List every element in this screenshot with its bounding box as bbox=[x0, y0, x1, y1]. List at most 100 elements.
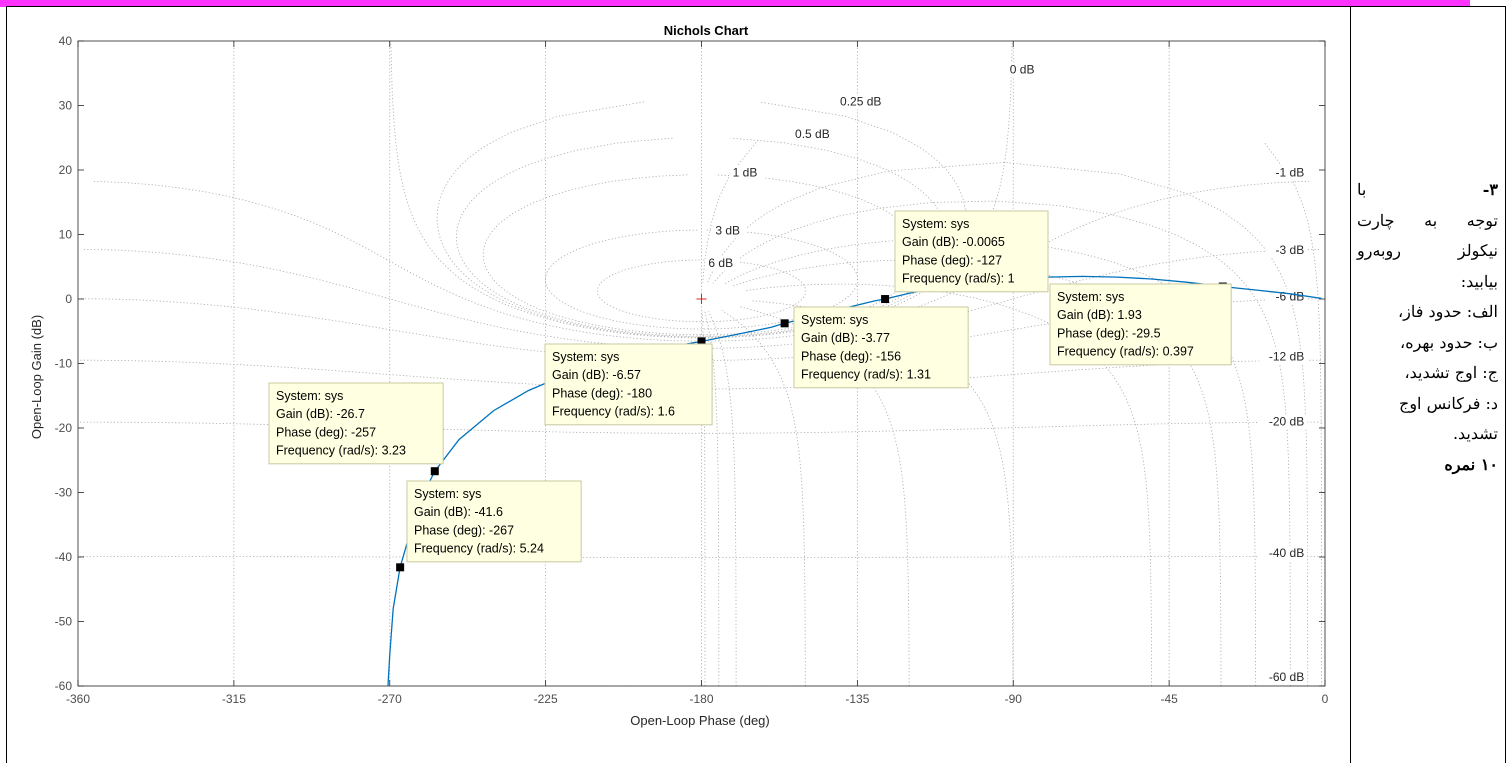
y-tick-label: -60 bbox=[55, 679, 73, 693]
data-tip-line: Frequency (rad/s): 5.24 bbox=[414, 542, 544, 556]
data-tip-box bbox=[406, 480, 582, 563]
data-tip-line: Gain (dB): -0.0065 bbox=[902, 235, 1005, 249]
data-tip-line: Phase (deg): -127 bbox=[902, 253, 1002, 267]
chart-cell: Nichols Chart -360 -315 -270 -225 -180 -135 -9… bbox=[6, 6, 1351, 763]
top-banner-strip bbox=[0, 0, 1470, 7]
data-tip: System: sys Gain (dB): -3.77 Phase (deg): … bbox=[793, 306, 969, 389]
data-tips: System: sys Gain (dB): -26.7 Phase (deg): … bbox=[268, 210, 1232, 563]
m-contour-label: 6 dB bbox=[708, 256, 733, 270]
data-tip-line: System: sys bbox=[276, 389, 343, 403]
m-contour-label-bg bbox=[792, 126, 841, 142]
y-tick-label: -40 bbox=[55, 550, 73, 564]
n-contour bbox=[723, 238, 1257, 686]
x-tick-label: 0 bbox=[1322, 692, 1329, 706]
x-axis-title: Open-Loop Phase (deg) bbox=[630, 713, 769, 728]
m-contour-label: -12 dB bbox=[1269, 349, 1304, 363]
question-line-3: بیابید: bbox=[1460, 271, 1498, 291]
y-tick-label: -10 bbox=[55, 357, 73, 371]
question-line-6: ج: اوج تشدید، bbox=[1404, 363, 1498, 382]
data-tip-box bbox=[1049, 283, 1232, 366]
m-contour-labels: 0 dB 0.25 dB 0.5 dB 1 dB -1 dB 3 dB -3 dB 6 dB -… bbox=[705, 62, 1308, 685]
data-tip-line: Frequency (rad/s): 1.6 bbox=[552, 405, 675, 419]
y-tick-label: -50 bbox=[55, 615, 73, 629]
question-text-cell: ۳- با توجه به چارت نیکولز روبه‌رو بیابید… bbox=[1351, 6, 1506, 763]
question-number: ۳- bbox=[1482, 180, 1498, 199]
data-tip-line: System: sys bbox=[801, 313, 868, 327]
m-contour-label-bg bbox=[837, 94, 893, 110]
data-tip-line: Frequency (rad/s): 1.31 bbox=[801, 368, 931, 382]
n-contour bbox=[708, 311, 737, 686]
m-contour-label: -20 dB bbox=[1269, 414, 1304, 428]
m-contour-label-bg bbox=[1266, 165, 1308, 181]
data-tip-box bbox=[793, 306, 969, 389]
data-tip-line: System: sys bbox=[414, 487, 481, 501]
m-contour bbox=[596, 259, 807, 323]
y-tick-label: 30 bbox=[59, 99, 73, 113]
data-tip: System: sys Gain (dB): -0.0065 Phase (deg)… bbox=[894, 210, 1049, 293]
m-contour-label: -3 dB bbox=[1276, 243, 1305, 257]
question-score: ۱۰ نمره bbox=[1444, 454, 1498, 474]
y-axis-title: Open-Loop Gain (dB) bbox=[29, 315, 44, 439]
m-contour-label-bg bbox=[712, 223, 747, 239]
m-contour bbox=[80, 359, 1323, 390]
question-line-1: توجه به چارت bbox=[1357, 210, 1498, 230]
n-contour bbox=[721, 309, 806, 686]
data-tip-line: Phase (deg): -29.5 bbox=[1057, 326, 1161, 340]
n-contour bbox=[732, 259, 1222, 686]
question-line-5: ب: حدود بهره، bbox=[1400, 332, 1498, 352]
m-contour-label: -60 dB bbox=[1269, 670, 1304, 684]
question-line-7: د: فرکانس اوج bbox=[1398, 393, 1498, 413]
data-tip-box bbox=[544, 343, 713, 426]
m-contour-label-bg bbox=[1259, 414, 1308, 430]
question-text: ۳- با توجه به چارت نیکولز روبه‌رو بیابید… bbox=[1357, 175, 1498, 480]
data-tip-line: Phase (deg): -180 bbox=[552, 386, 652, 400]
data-tip: System: sys Gain (dB): -6.57 Phase (deg): … bbox=[544, 343, 713, 426]
data-tip-line: Gain (dB): 1.93 bbox=[1057, 308, 1142, 322]
n-contour bbox=[712, 200, 1291, 686]
data-marker bbox=[697, 337, 706, 346]
x-tick-label: -135 bbox=[845, 692, 869, 706]
data-tip-line: Gain (dB): -26.7 bbox=[276, 407, 365, 421]
y-tick-label: -20 bbox=[55, 421, 73, 435]
data-marker bbox=[780, 319, 789, 328]
m-contour bbox=[456, 137, 947, 337]
x-tick-label: -45 bbox=[1160, 692, 1178, 706]
y-tick-label: 20 bbox=[59, 163, 73, 177]
data-tip: System: sys Gain (dB): -41.6 Phase (deg): … bbox=[406, 480, 582, 563]
data-tip-line: Frequency (rad/s): 3.23 bbox=[276, 444, 406, 458]
n-contour bbox=[704, 311, 720, 686]
nichols-chart: Nichols Chart -360 -315 -270 -225 -180 -135 -9… bbox=[29, 23, 1329, 728]
m-contour-label: 0.5 dB bbox=[795, 127, 830, 141]
y-tick-label: 10 bbox=[59, 228, 73, 242]
data-tip-line: System: sys bbox=[1057, 290, 1124, 304]
question-line-4: الف: حدود فاز، bbox=[1398, 302, 1498, 321]
data-tip-line: Phase (deg): -156 bbox=[801, 349, 901, 363]
m-contour-label: -6 dB bbox=[1276, 289, 1305, 303]
data-tip: System: sys Gain (dB): 1.93 Phase (deg): -… bbox=[1049, 283, 1232, 366]
data-marker bbox=[396, 563, 405, 572]
m-contour-label: 0.25 dB bbox=[840, 95, 881, 109]
data-tip-line: Frequency (rad/s): 1 bbox=[902, 272, 1015, 286]
m-contour-label-bg bbox=[1259, 546, 1308, 561]
n-contour bbox=[706, 161, 1309, 686]
data-tip: System: sys Gain (dB): -26.7 Phase (deg): … bbox=[268, 382, 444, 465]
m-contour bbox=[79, 556, 1324, 558]
x-tick-label: -90 bbox=[1005, 692, 1023, 706]
question-line-0: با bbox=[1357, 180, 1367, 199]
m-contour-label: 3 dB bbox=[715, 224, 740, 238]
data-tip-line: Gain (dB): -41.6 bbox=[414, 505, 503, 519]
m-contour bbox=[545, 229, 858, 330]
chart-title: Nichols Chart bbox=[664, 23, 749, 38]
m-contour-label-bg bbox=[729, 165, 764, 181]
m-contour-label: 1 dB bbox=[733, 165, 758, 179]
data-tip-line: System: sys bbox=[902, 217, 969, 231]
data-tip-line: Frequency (rad/s): 0.397 bbox=[1057, 345, 1194, 359]
x-tick-label: -225 bbox=[534, 692, 558, 706]
data-marker bbox=[881, 295, 890, 304]
m-contour-label-bg bbox=[705, 255, 740, 271]
m-contour-label-bg bbox=[1259, 669, 1308, 685]
axis-ticks: -360 -315 -270 -225 -180 -135 -90 -45 0 40 30 20 10 0… bbox=[55, 34, 1329, 706]
question-first-line: ۳- با bbox=[1357, 175, 1498, 206]
x-tick-label: -270 bbox=[378, 692, 402, 706]
x-tick-label: -180 bbox=[689, 692, 713, 706]
